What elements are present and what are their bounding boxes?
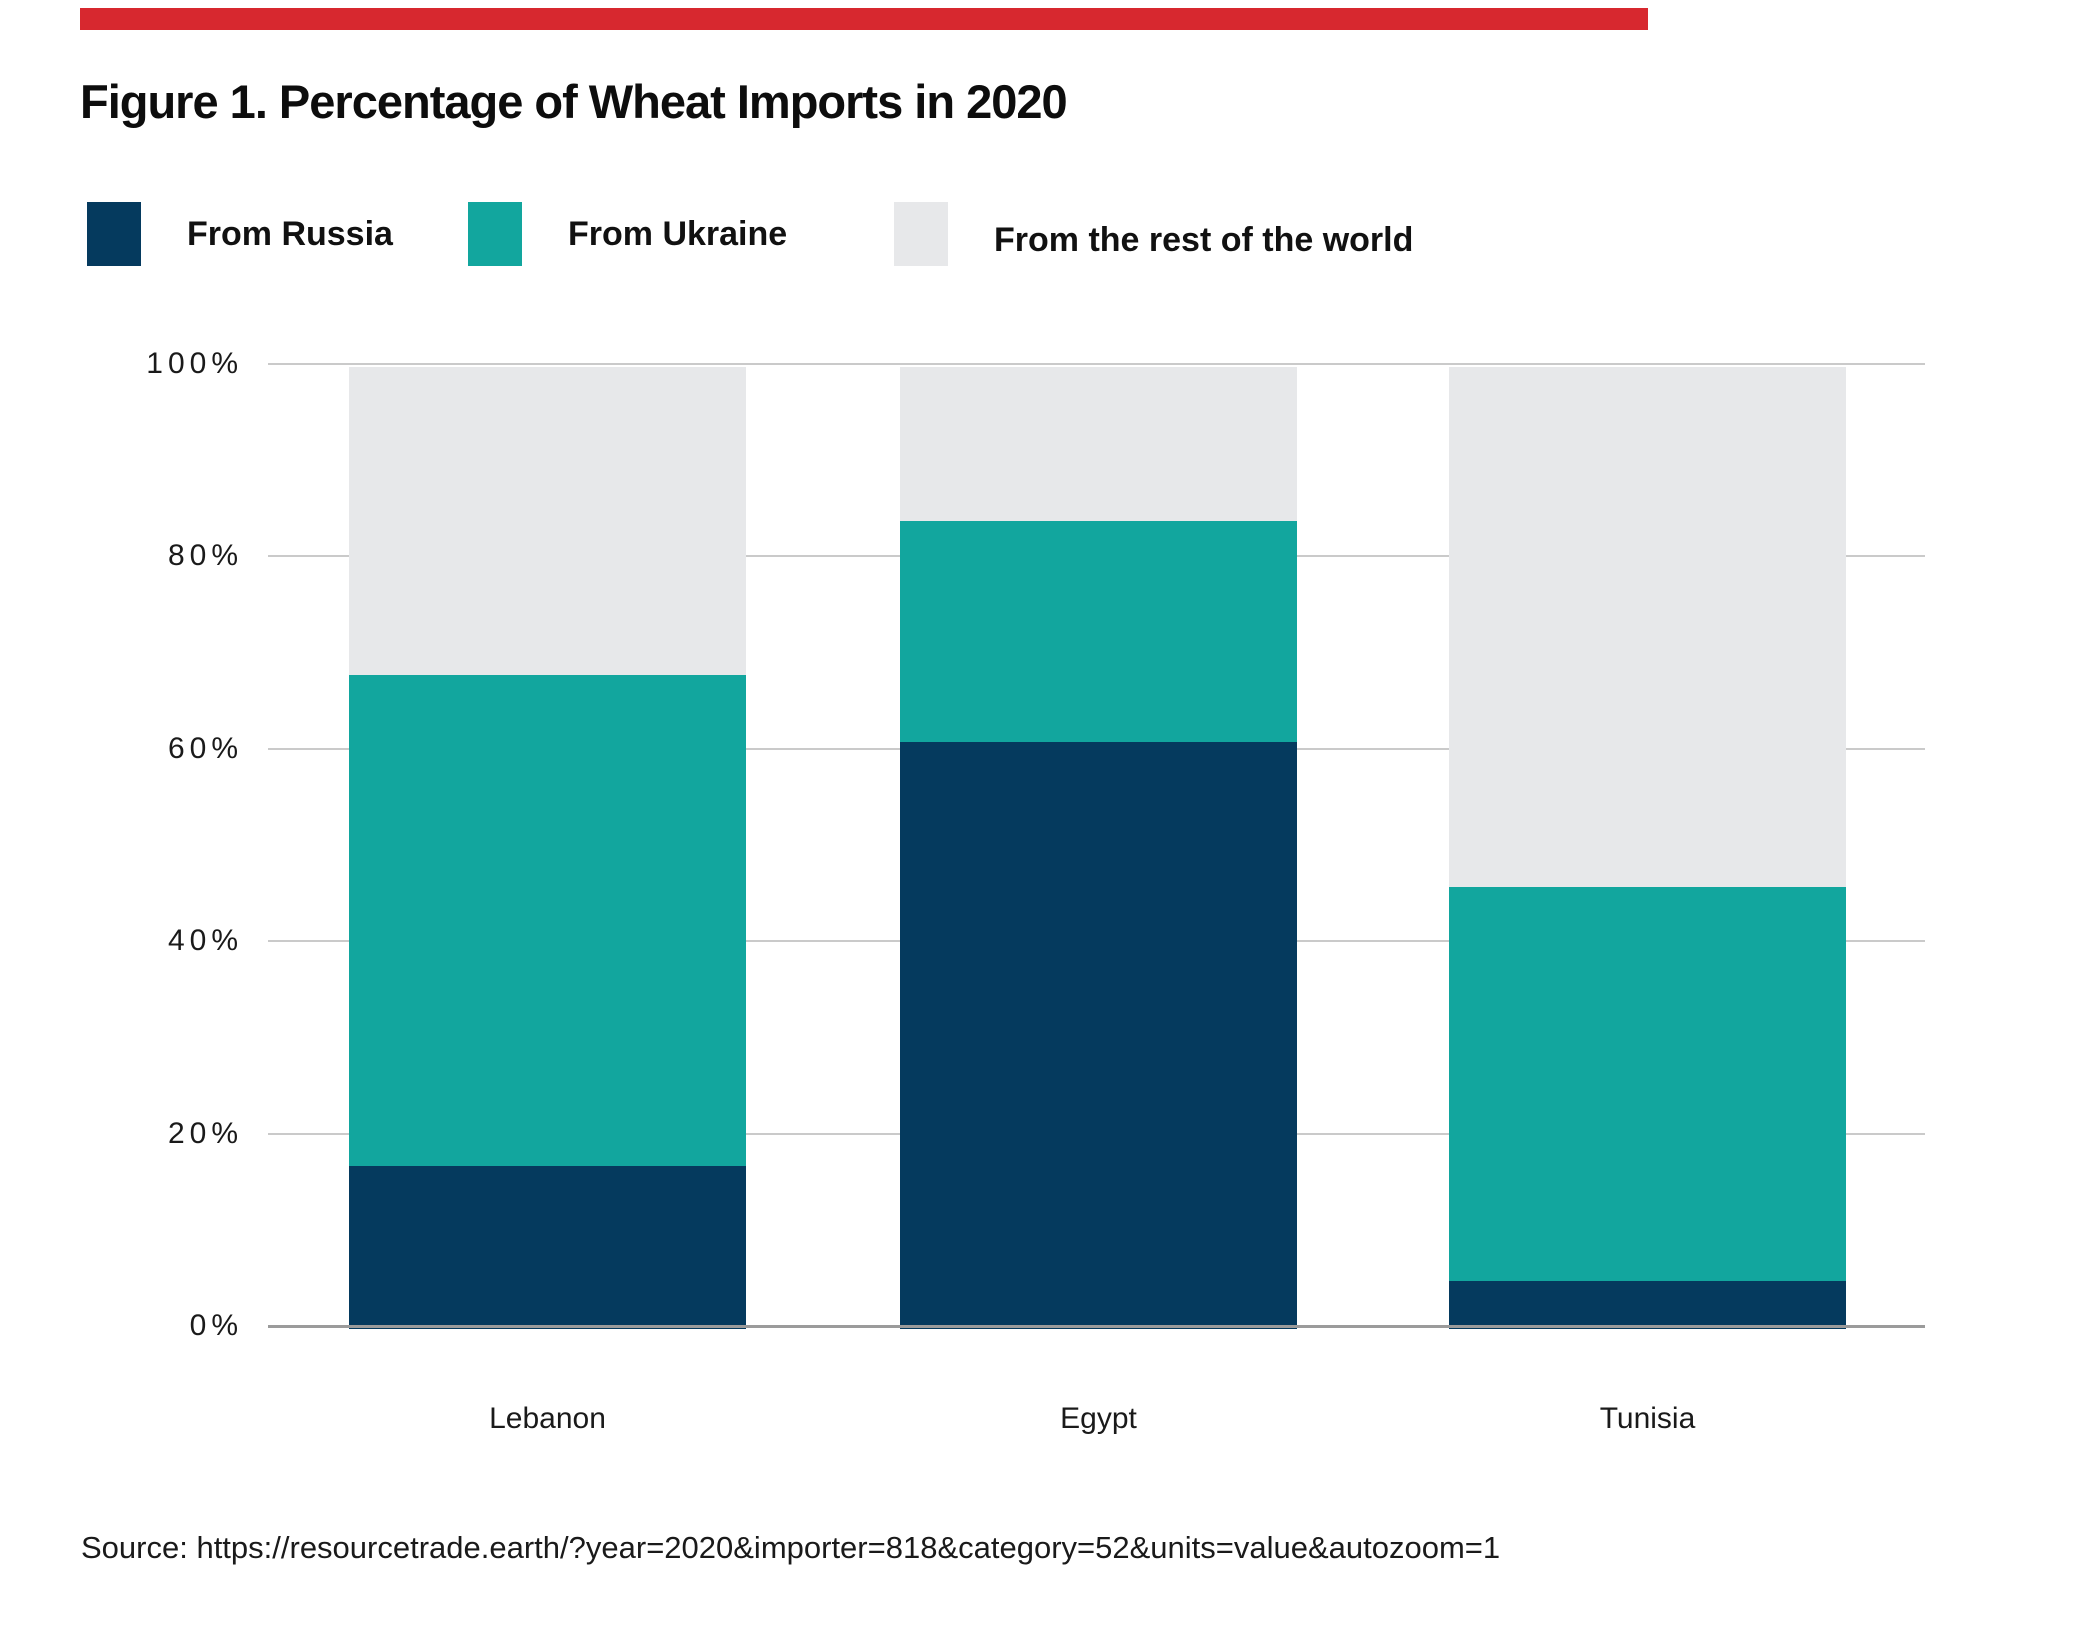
y-tick-label: 100%: [146, 347, 243, 380]
x-category-label-lebanon: Lebanon: [489, 1402, 606, 1435]
x-category-label-egypt: Egypt: [1060, 1402, 1137, 1435]
segment-tunisia-from-the-rest-of-the-world: [1449, 367, 1846, 887]
legend-swatch-rest-of-world: [894, 202, 948, 266]
source-line: Source: https://resourcetrade.earth/?yea…: [81, 1530, 1501, 1565]
legend-label-russia: From Russia: [187, 214, 393, 253]
legend-swatch-russia: [87, 202, 141, 266]
x-category-label-tunisia: Tunisia: [1599, 1402, 1696, 1435]
gridline-100%: [268, 363, 1925, 365]
legend-label-ukraine: From Ukraine: [568, 214, 788, 253]
y-tick-label: 20%: [167, 1116, 243, 1150]
figure-title: Figure 1. Percentage of Wheat Imports in…: [80, 75, 1068, 128]
segment-tunisia-from-russia: [1449, 1280, 1846, 1329]
y-tick-label: 60%: [167, 731, 243, 765]
legend-item-ukraine: From Ukraine: [468, 202, 787, 266]
legend-item-russia: From Russia: [87, 202, 393, 266]
x-axis-baseline: [268, 1325, 1925, 1328]
segment-lebanon-from-russia: [349, 1165, 746, 1329]
y-tick-label: 40%: [167, 924, 243, 958]
segment-egypt-from-ukraine: [900, 520, 1297, 743]
legend-label-rest-of-world: From the rest of the world: [994, 220, 1414, 259]
segment-lebanon-from-ukraine: [349, 674, 746, 1166]
bar-egypt: [900, 364, 1297, 1329]
segment-egypt-from-russia: [900, 742, 1297, 1329]
segment-egypt-from-the-rest-of-the-world: [900, 367, 1297, 521]
legend-swatch-ukraine: [468, 202, 522, 266]
segment-tunisia-from-ukraine: [1449, 886, 1846, 1281]
top-accent-bar: [80, 8, 1648, 30]
legend-item-rest-of-world: From the rest of the world: [894, 202, 1413, 266]
bar-lebanon: [349, 364, 746, 1329]
segment-lebanon-from-the-rest-of-the-world: [349, 367, 746, 675]
bar-tunisia: [1449, 364, 1846, 1329]
y-tick-label: 0%: [189, 1309, 243, 1342]
y-tick-label: 80%: [167, 539, 243, 573]
